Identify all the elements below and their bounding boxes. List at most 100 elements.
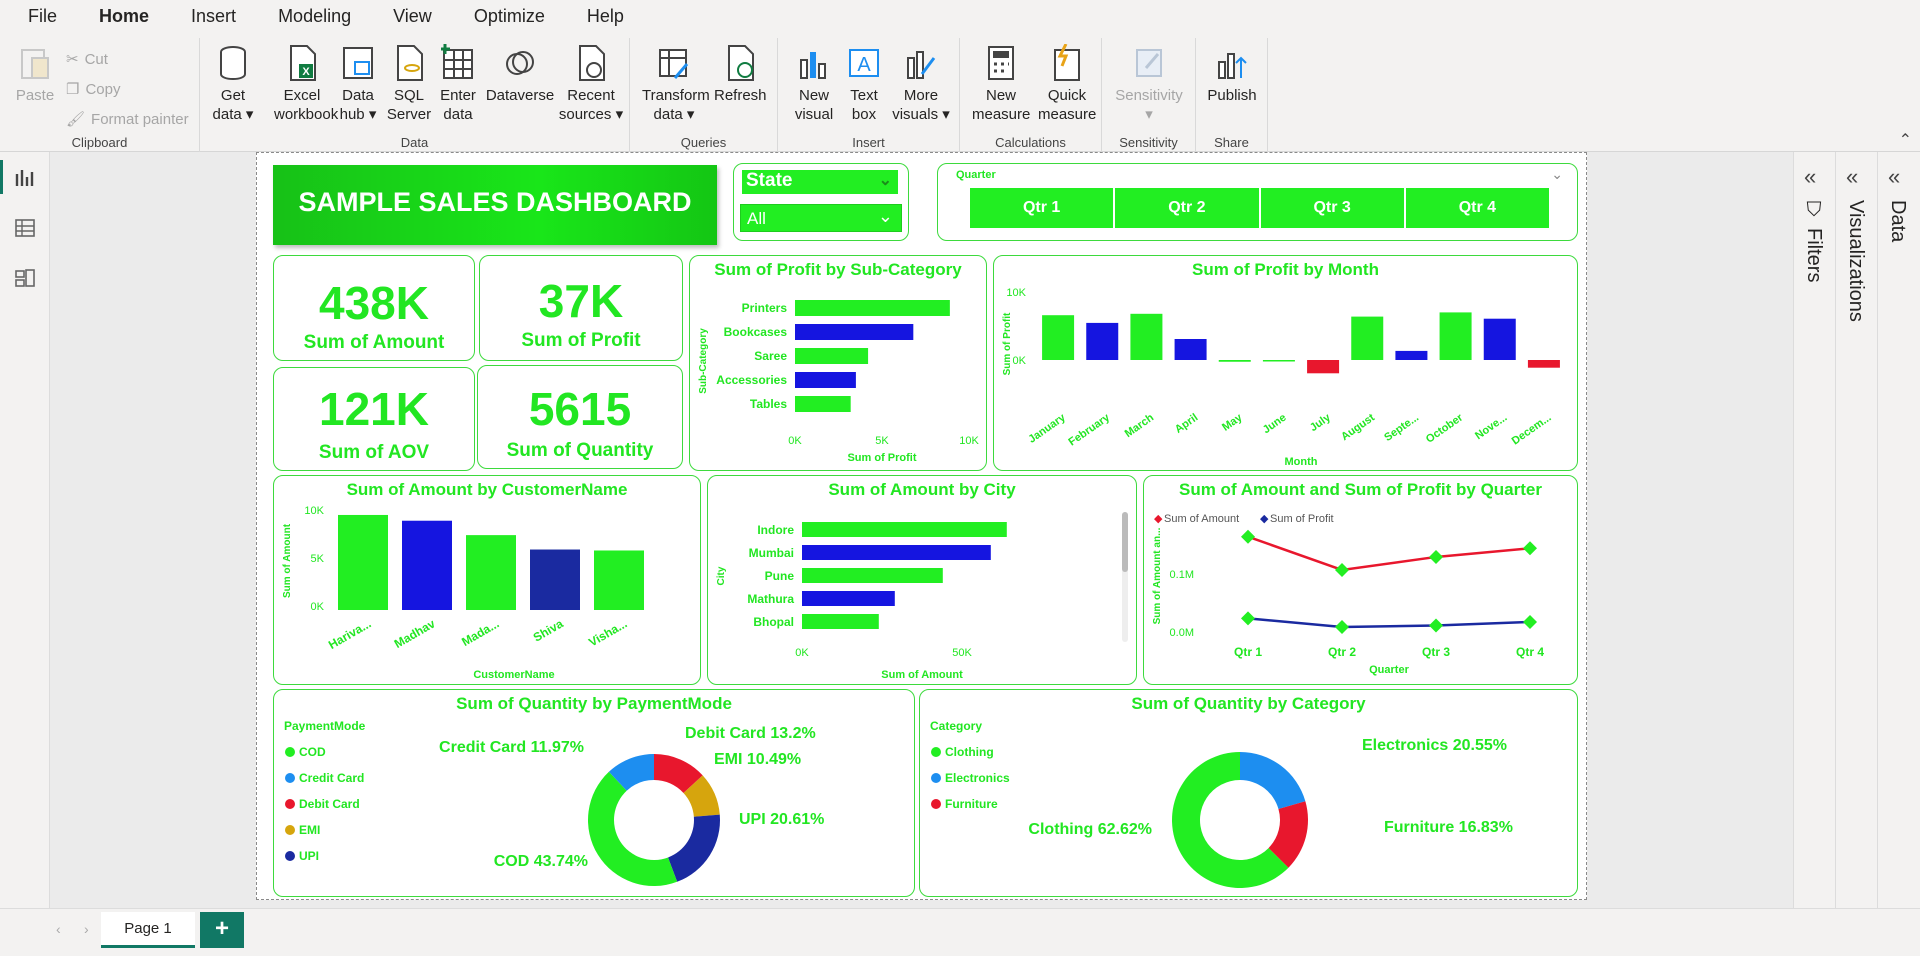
visualizations-pane[interactable]: « Visualizations [1835,152,1877,908]
tick-label: 50K [952,647,972,659]
category-label: October [1424,411,1466,445]
recent-sources-button[interactable]: Recent sources ▾ [558,44,624,124]
slice-label: Furniture 16.83% [1384,819,1513,836]
sensitivity-group: Sensitivity ▾ Sensitivity [1102,38,1196,152]
category-label: Printers [742,301,788,315]
model-view-icon[interactable] [14,268,36,288]
category-label: February [1067,411,1113,448]
recent-icon [579,45,605,81]
category-label: Mada... [459,616,501,648]
sensitivity-button[interactable]: Sensitivity ▾ [1110,44,1188,124]
sql-server-button[interactable]: SQL Server [386,44,432,124]
legend-label: Furniture [945,797,998,811]
bar [802,614,879,629]
paste-button[interactable]: Paste [14,44,56,105]
new-visual-button[interactable]: New visual [792,44,836,124]
quick-measure-button[interactable]: Quick measure [1038,44,1096,124]
more-visuals-icon [907,51,936,79]
clipboard-group: Paste ✂ Cut ❐ Copy 🖌 Format painter Clipboa… [0,38,200,152]
data-hub-button[interactable]: Data hub ▾ [336,44,380,124]
collapse-ribbon-icon[interactable]: ⌃ [1898,132,1912,149]
more-visuals-button[interactable]: More visuals ▾ [890,44,952,124]
menu-optimize[interactable]: Optimize [473,5,545,26]
category-label: August [1339,411,1377,443]
legend-label: Sum of Amount [1164,513,1239,525]
donut-slice [1172,752,1289,888]
slice-label: Clothing 62.62% [1028,821,1152,838]
prev-page-icon[interactable]: ‹ [56,921,61,937]
calculator-icon [988,46,1014,80]
tick-label: 10K [1006,287,1026,299]
menu-help[interactable]: Help [586,5,624,26]
menu-home[interactable]: Home [99,4,150,35]
category-label: Tables [750,397,787,411]
report-view-icon[interactable] [14,168,36,188]
series-line [1247,535,1531,572]
text-box-icon: A [849,49,879,77]
quarter-button[interactable]: Qtr 3 [1260,188,1404,228]
category-label: June [1261,412,1289,437]
expand-data-icon[interactable]: « [1888,164,1901,189]
clipboard-label: Clipboard [71,135,128,150]
cut-button[interactable]: ✂ Cut [66,50,108,69]
add-page-button[interactable]: + [200,912,244,948]
dataverse-button[interactable]: Dataverse [484,44,556,105]
legend-label: Debit Card [299,797,360,811]
quarter-button[interactable]: Qtr 2 [1115,188,1259,228]
enter-data-button[interactable]: Enter data [436,44,480,124]
quarter-button[interactable]: Qtr 4 [1405,188,1549,228]
menu-modeling[interactable]: Modeling [278,5,352,26]
transform-data-button[interactable]: Transform data ▾ [642,44,710,124]
tick-label: 0K [1013,355,1027,367]
category-label: Septe... [1382,412,1421,444]
chart-title: Sum of Quantity by PaymentMode [456,694,732,713]
axis-label: Sub-Category [698,328,709,394]
state-slicer-header[interactable]: State ⌄ [742,170,898,194]
sensitivity-label: Sensitivity [1119,135,1178,150]
bar [795,396,851,412]
bar [594,550,644,610]
bar [802,568,943,583]
kpi-value: 121K [319,383,429,435]
expand-filters-icon[interactable]: « [1804,164,1817,189]
category-label: Decem... [1510,412,1554,448]
expand-visualizations-icon[interactable]: « [1846,164,1859,189]
menu-insert[interactable]: Insert [191,5,237,26]
axis-label: Quarter [1369,664,1409,676]
new-measure-button[interactable]: New measure [972,44,1030,124]
next-page-icon[interactable]: › [84,921,89,937]
text-box-button[interactable]: A Text box [842,44,886,124]
chevron-down-icon[interactable]: ⌄ [1551,166,1563,182]
sensitivity-icon [1136,49,1162,77]
axis-label: Sum of Amount an... [1152,527,1163,624]
excel-workbook-button[interactable]: X Excel workbook [274,44,338,124]
format-painter-button[interactable]: 🖌 Format painter [66,110,189,129]
scrollbar[interactable] [1122,512,1128,642]
bar [1086,322,1119,360]
kpi-label: Sum of AOV [318,442,430,463]
share-label: Share [1214,135,1249,150]
publish-button[interactable]: Publish [1206,44,1258,105]
filters-pane[interactable]: « ⛉ Filters [1793,152,1835,908]
page-tab-1[interactable]: Page 1 [101,912,195,948]
menu-view[interactable]: View [393,5,432,26]
data-pane[interactable]: « Data [1877,152,1920,908]
legend-label: Clothing [945,745,994,759]
menu-file[interactable]: File [28,5,58,26]
data-point [1335,562,1349,577]
copy-button[interactable]: ❐ Copy [66,80,121,99]
legend-marker [285,851,295,861]
state-dropdown[interactable]: All ⌄ [740,204,902,232]
quarter-button[interactable]: Qtr 1 [970,188,1114,228]
get-data-button[interactable]: Get data ▾ [210,44,256,124]
bar [1174,339,1207,360]
bar [1130,313,1163,360]
tick-label: 0K [311,601,325,613]
refresh-button[interactable]: Refresh [714,44,767,105]
amount-by-city-chart: Indore Mumbai Pune Mathura Bhopal 0K 50K Sum of… [716,522,1007,681]
table-view-icon[interactable] [14,218,36,238]
kpi-value: 5615 [528,383,632,435]
dashboard-title-box: SAMPLE SALES DASHBOARD [273,165,717,245]
svg-text:A: A [857,54,871,76]
